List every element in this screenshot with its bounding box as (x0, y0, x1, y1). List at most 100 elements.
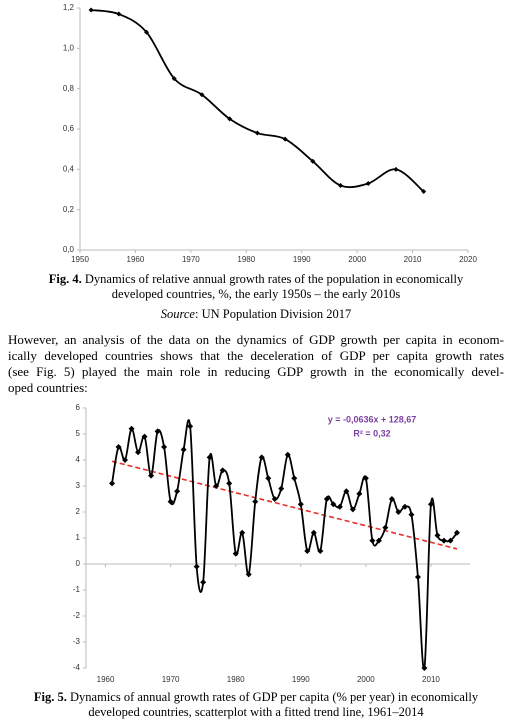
data-point (356, 490, 363, 497)
data-point (369, 537, 376, 544)
data-point (291, 475, 298, 482)
data-point (141, 433, 148, 440)
figure-label: Fig. 5. (33, 690, 67, 704)
data-point (447, 537, 454, 544)
x-tick-label: 1980 (237, 255, 255, 264)
source-label: Source (160, 307, 195, 321)
data-point (245, 571, 252, 578)
x-tick-label: 1960 (97, 675, 115, 684)
data-point (336, 503, 343, 510)
y-tick-label: -1 (73, 585, 81, 594)
paragraph-line: (see Fig. 5) played the main role in red… (8, 364, 504, 379)
figure-caption: Fig. 4. Dynamics of relative annual grow… (40, 272, 472, 302)
data-point (393, 166, 399, 172)
y-tick-label: -3 (73, 637, 81, 646)
source: Source: UN Population Division 2017 (40, 307, 472, 322)
data-point (171, 76, 177, 82)
annotation: y = -0,0636x + 128,67 (328, 414, 417, 424)
data-point (365, 180, 371, 186)
y-tick-label: 0,0 (63, 245, 75, 254)
data-point (421, 665, 428, 671)
data-point (252, 498, 259, 505)
figure-caption: Fig. 5. Dynamics of annual growth rates … (20, 690, 492, 720)
data-point (408, 511, 415, 518)
y-tick-label: 0,6 (63, 124, 75, 133)
data-point (427, 501, 434, 508)
caption-text: Dynamics of annual growth rates of GDP p… (70, 690, 479, 719)
y-tick-label: 6 (76, 403, 81, 412)
trend-line (111, 460, 458, 550)
data-point (304, 548, 311, 554)
data-line (90, 9, 425, 193)
y-tick-label: 2 (76, 507, 81, 516)
data-point (258, 454, 265, 461)
y-tick-label: 4 (76, 455, 81, 464)
caption-text: Dynamics of relative annual growth rates… (84, 272, 464, 301)
data-point (167, 498, 174, 505)
data-point (278, 485, 285, 492)
data-point (401, 503, 408, 510)
data-point (440, 537, 447, 544)
chart: 0,0 0,2 0,4 0,6 0,8 1,0 1,2 1950 1960 1970 1980 199… (63, 3, 478, 264)
data-point (310, 158, 316, 164)
data-point (282, 136, 288, 142)
data-point (116, 11, 122, 17)
x-tick-label: 1970 (182, 255, 200, 264)
data-point (227, 116, 233, 122)
figure-label: Fig. 4. (48, 272, 82, 286)
data-point (343, 488, 350, 495)
x-tick-label: 2010 (422, 675, 440, 684)
data-point (109, 480, 116, 487)
data-point (180, 446, 187, 453)
data-point (206, 454, 213, 461)
data-point (226, 480, 233, 487)
data-point (239, 529, 246, 536)
chart: -4 -3 -2 -1 0 1 2 3 4 5 6 1960 1970 1980 1990 2000 2010 y… (73, 403, 470, 684)
data-point (453, 529, 460, 536)
y-tick-label: -2 (73, 611, 81, 620)
data-point (362, 475, 369, 482)
data-point (338, 182, 344, 188)
data-point (187, 423, 194, 430)
data-point (375, 537, 382, 544)
y-tick-label: 1,2 (63, 3, 75, 12)
paragraph-line: ically developed countries shows that th… (8, 348, 504, 363)
data-point (434, 532, 441, 539)
y-tick-label: 1 (76, 533, 81, 542)
data-point (193, 563, 200, 570)
y-tick-label: 5 (76, 429, 81, 438)
y-tick-label: 3 (76, 481, 81, 490)
data-point (284, 451, 291, 458)
annotation: R² = 0,32 (353, 428, 390, 438)
y-tick-label: 0,8 (63, 84, 75, 93)
data-point (395, 509, 402, 515)
data-point (199, 92, 205, 98)
source-text: : UN Population Division 2017 (194, 307, 352, 321)
x-tick-label: 1970 (162, 675, 180, 684)
data-point (271, 496, 278, 502)
data-point (148, 472, 155, 479)
x-tick-label: 1990 (293, 255, 311, 264)
data-point (154, 428, 161, 435)
data-point (122, 457, 129, 463)
data-point (323, 496, 330, 502)
data-point (174, 488, 181, 495)
x-tick-label: 1960 (127, 255, 145, 264)
data-point (421, 189, 427, 195)
paragraph-line: However, an analysis of the data on the … (8, 332, 504, 347)
data-point (219, 467, 226, 474)
data-point (310, 529, 317, 536)
data-point (144, 29, 150, 35)
y-tick-label: 1,0 (63, 43, 75, 52)
data-point (161, 444, 168, 450)
data-point (265, 475, 272, 482)
data-point (330, 501, 337, 508)
x-tick-label: 2020 (459, 255, 477, 264)
x-tick-label: 1990 (292, 675, 310, 684)
y-tick-label: 0,4 (63, 164, 75, 173)
data-point (115, 444, 122, 450)
data-point (88, 7, 94, 13)
data-point (128, 425, 135, 432)
data-point (213, 483, 220, 489)
